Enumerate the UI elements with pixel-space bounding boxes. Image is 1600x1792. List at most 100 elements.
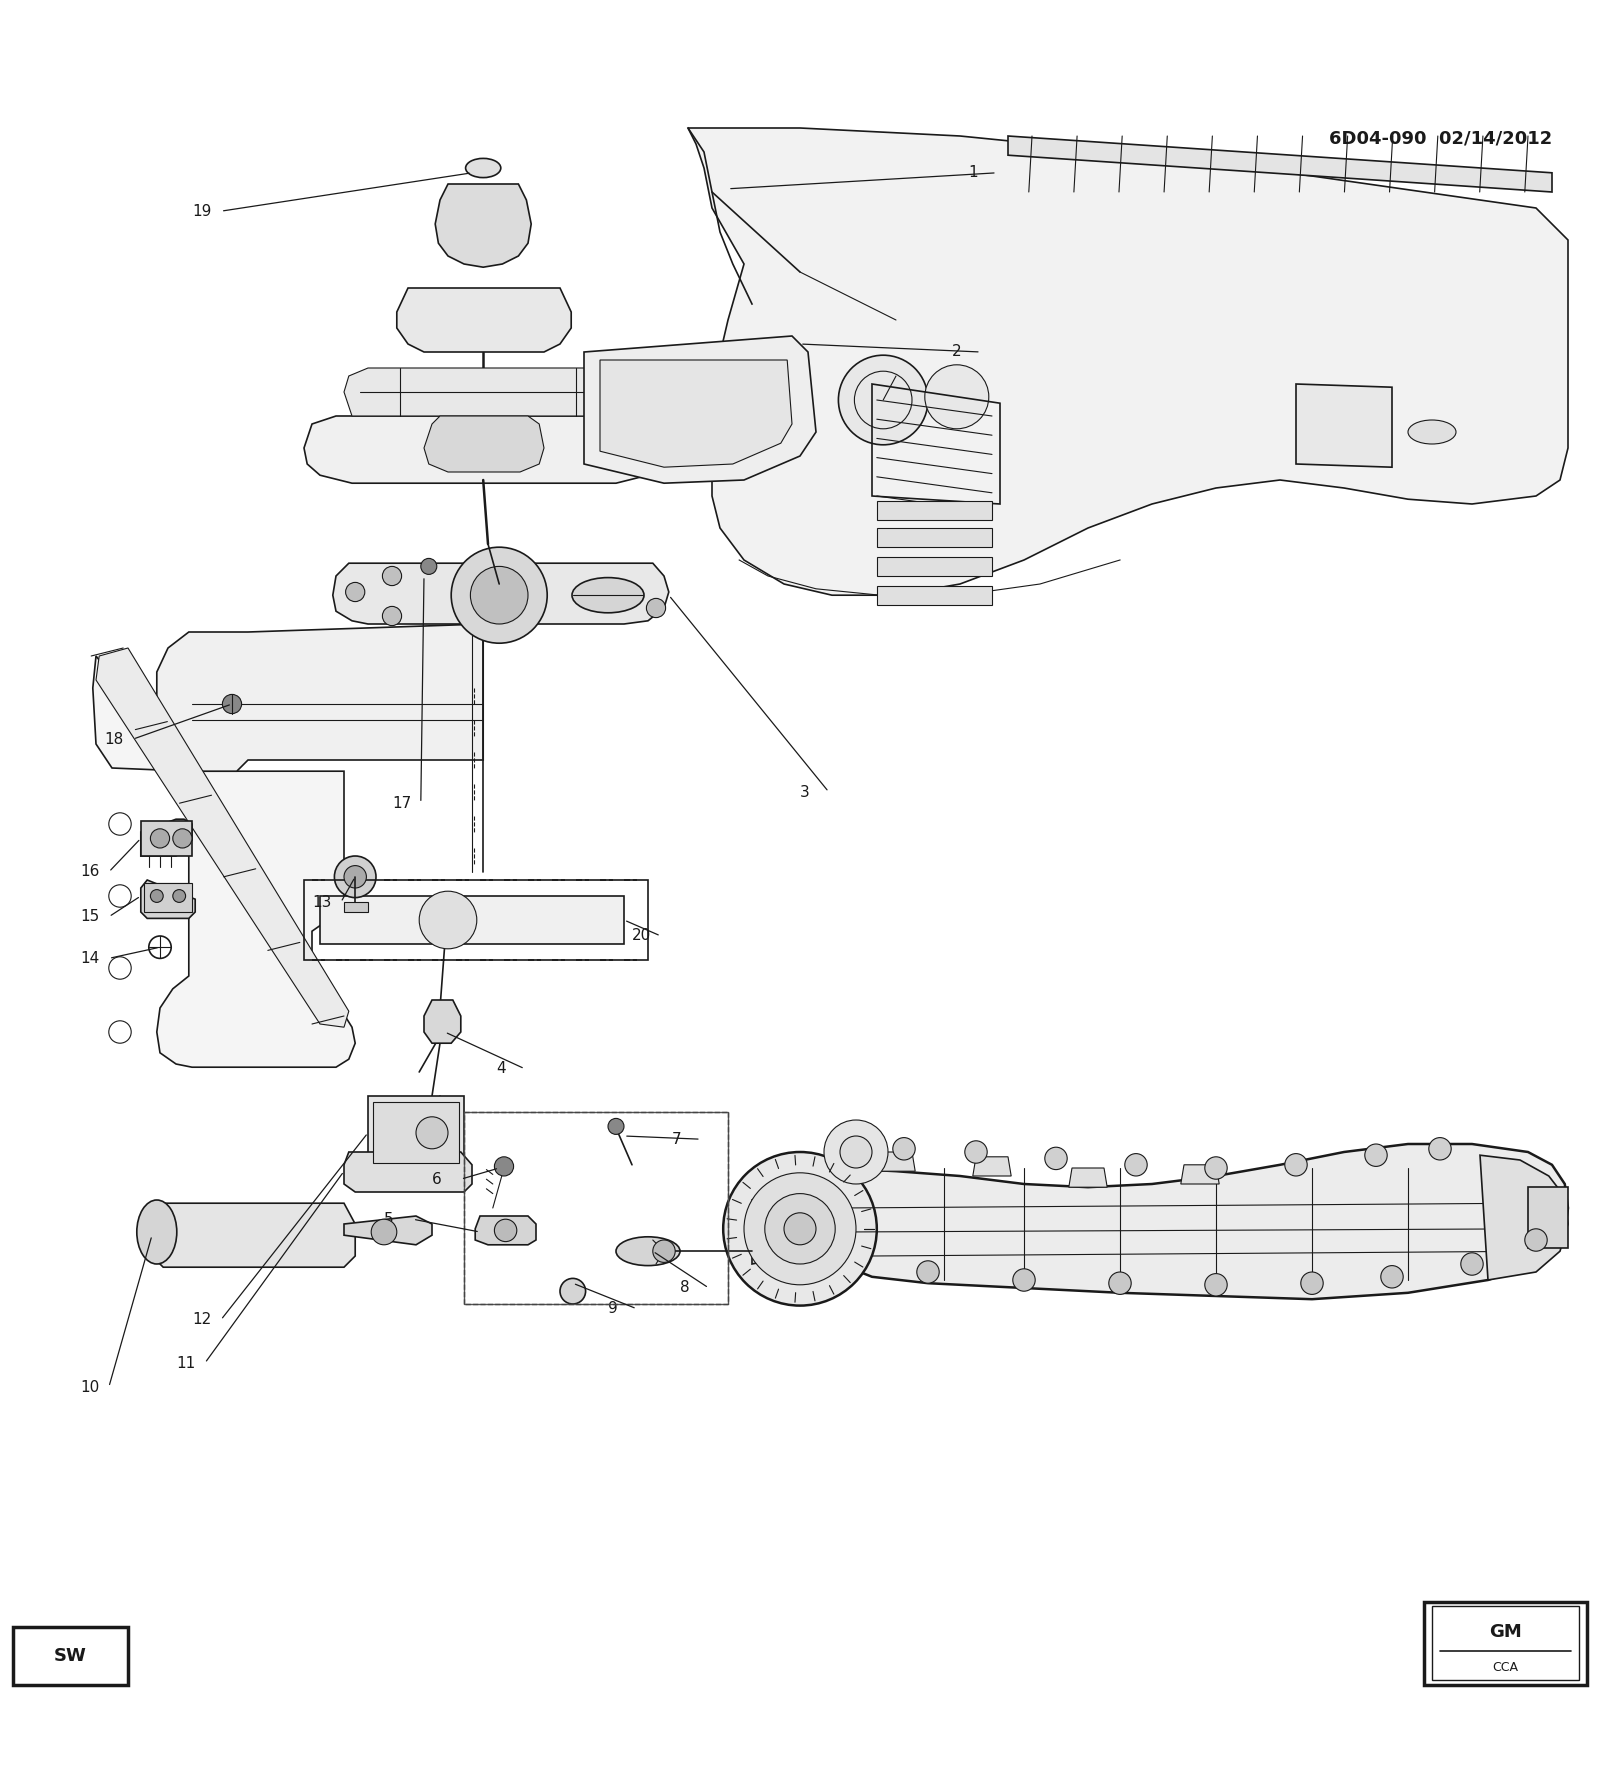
Polygon shape xyxy=(877,1152,915,1172)
Bar xyxy=(373,1102,459,1163)
Circle shape xyxy=(917,1262,939,1283)
Circle shape xyxy=(470,566,528,624)
Polygon shape xyxy=(584,335,816,484)
Circle shape xyxy=(1301,1272,1323,1294)
Circle shape xyxy=(893,1138,915,1159)
Circle shape xyxy=(1365,1143,1387,1167)
Text: SW: SW xyxy=(54,1647,86,1665)
Text: 15: 15 xyxy=(80,909,99,925)
Text: 18: 18 xyxy=(104,731,123,747)
Circle shape xyxy=(150,889,163,903)
Circle shape xyxy=(416,1116,448,1149)
Bar xyxy=(877,529,992,547)
Polygon shape xyxy=(435,185,531,267)
Polygon shape xyxy=(1008,136,1552,192)
Polygon shape xyxy=(333,563,669,624)
Text: 12: 12 xyxy=(192,1312,211,1328)
Text: 4: 4 xyxy=(496,1061,506,1077)
Bar xyxy=(877,586,992,604)
Text: 14: 14 xyxy=(80,952,99,966)
Circle shape xyxy=(494,1158,514,1176)
Circle shape xyxy=(419,891,477,948)
Circle shape xyxy=(1429,1138,1451,1159)
Text: 13: 13 xyxy=(312,894,331,910)
Polygon shape xyxy=(344,367,624,416)
Circle shape xyxy=(109,885,131,907)
Circle shape xyxy=(723,1152,877,1306)
Text: 16: 16 xyxy=(80,864,99,880)
Circle shape xyxy=(173,889,186,903)
Text: 7: 7 xyxy=(672,1133,682,1147)
Circle shape xyxy=(925,366,989,428)
Text: 20: 20 xyxy=(632,928,651,944)
Text: 6D04-090  02/14/2012: 6D04-090 02/14/2012 xyxy=(1328,129,1552,147)
Text: 6: 6 xyxy=(432,1172,442,1186)
Polygon shape xyxy=(424,416,544,471)
Text: 1: 1 xyxy=(968,165,978,181)
Ellipse shape xyxy=(466,158,501,177)
Bar xyxy=(877,557,992,575)
Polygon shape xyxy=(152,1202,355,1267)
Ellipse shape xyxy=(616,1236,680,1265)
Text: CCA: CCA xyxy=(1493,1661,1518,1674)
Circle shape xyxy=(451,547,547,643)
Bar xyxy=(368,1097,464,1168)
Circle shape xyxy=(1285,1154,1307,1176)
Circle shape xyxy=(1045,1147,1067,1170)
Circle shape xyxy=(1205,1158,1227,1179)
Text: 5: 5 xyxy=(384,1211,394,1228)
Polygon shape xyxy=(752,1185,824,1263)
Circle shape xyxy=(1381,1265,1403,1288)
Circle shape xyxy=(149,935,171,959)
Circle shape xyxy=(608,1118,624,1134)
Circle shape xyxy=(824,1120,888,1185)
Text: 11: 11 xyxy=(176,1357,195,1371)
Circle shape xyxy=(744,1172,856,1285)
Circle shape xyxy=(1525,1229,1547,1251)
Circle shape xyxy=(173,828,192,848)
Text: GM: GM xyxy=(1490,1624,1522,1641)
Polygon shape xyxy=(1296,383,1392,468)
Circle shape xyxy=(222,694,242,713)
Bar xyxy=(144,883,192,912)
Circle shape xyxy=(1205,1274,1227,1296)
Polygon shape xyxy=(600,360,792,468)
Bar xyxy=(13,1627,128,1684)
Text: 9: 9 xyxy=(608,1301,618,1317)
Text: 19: 19 xyxy=(192,204,211,219)
Polygon shape xyxy=(1181,1165,1219,1185)
Polygon shape xyxy=(304,416,664,484)
Circle shape xyxy=(494,1219,517,1242)
Circle shape xyxy=(344,866,366,889)
Polygon shape xyxy=(344,1217,432,1245)
Circle shape xyxy=(765,1193,835,1263)
Circle shape xyxy=(653,1240,675,1262)
Circle shape xyxy=(371,1219,397,1245)
Bar xyxy=(304,880,648,961)
Circle shape xyxy=(1125,1154,1147,1176)
Circle shape xyxy=(840,1136,872,1168)
Polygon shape xyxy=(93,656,355,1068)
Polygon shape xyxy=(141,819,192,857)
Polygon shape xyxy=(475,1217,536,1245)
Polygon shape xyxy=(141,880,195,918)
Circle shape xyxy=(1461,1253,1483,1276)
Circle shape xyxy=(784,1213,816,1245)
Ellipse shape xyxy=(138,1201,178,1263)
Circle shape xyxy=(382,606,402,625)
Circle shape xyxy=(346,582,365,602)
Text: 3: 3 xyxy=(800,785,810,799)
Polygon shape xyxy=(344,1152,472,1192)
Ellipse shape xyxy=(1408,419,1456,444)
Circle shape xyxy=(109,1021,131,1043)
Circle shape xyxy=(1109,1272,1131,1294)
Circle shape xyxy=(838,355,928,444)
Bar xyxy=(344,903,368,912)
Circle shape xyxy=(560,1278,586,1305)
Polygon shape xyxy=(1069,1168,1107,1186)
Circle shape xyxy=(150,828,170,848)
Polygon shape xyxy=(320,896,624,944)
Text: 10: 10 xyxy=(80,1380,99,1394)
Bar xyxy=(141,821,192,857)
Polygon shape xyxy=(397,289,571,351)
